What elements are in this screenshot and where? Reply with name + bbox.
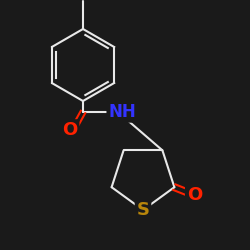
Text: O: O [187,186,202,204]
Text: S: S [136,201,149,219]
Text: NH: NH [108,103,136,121]
Text: O: O [62,121,78,139]
